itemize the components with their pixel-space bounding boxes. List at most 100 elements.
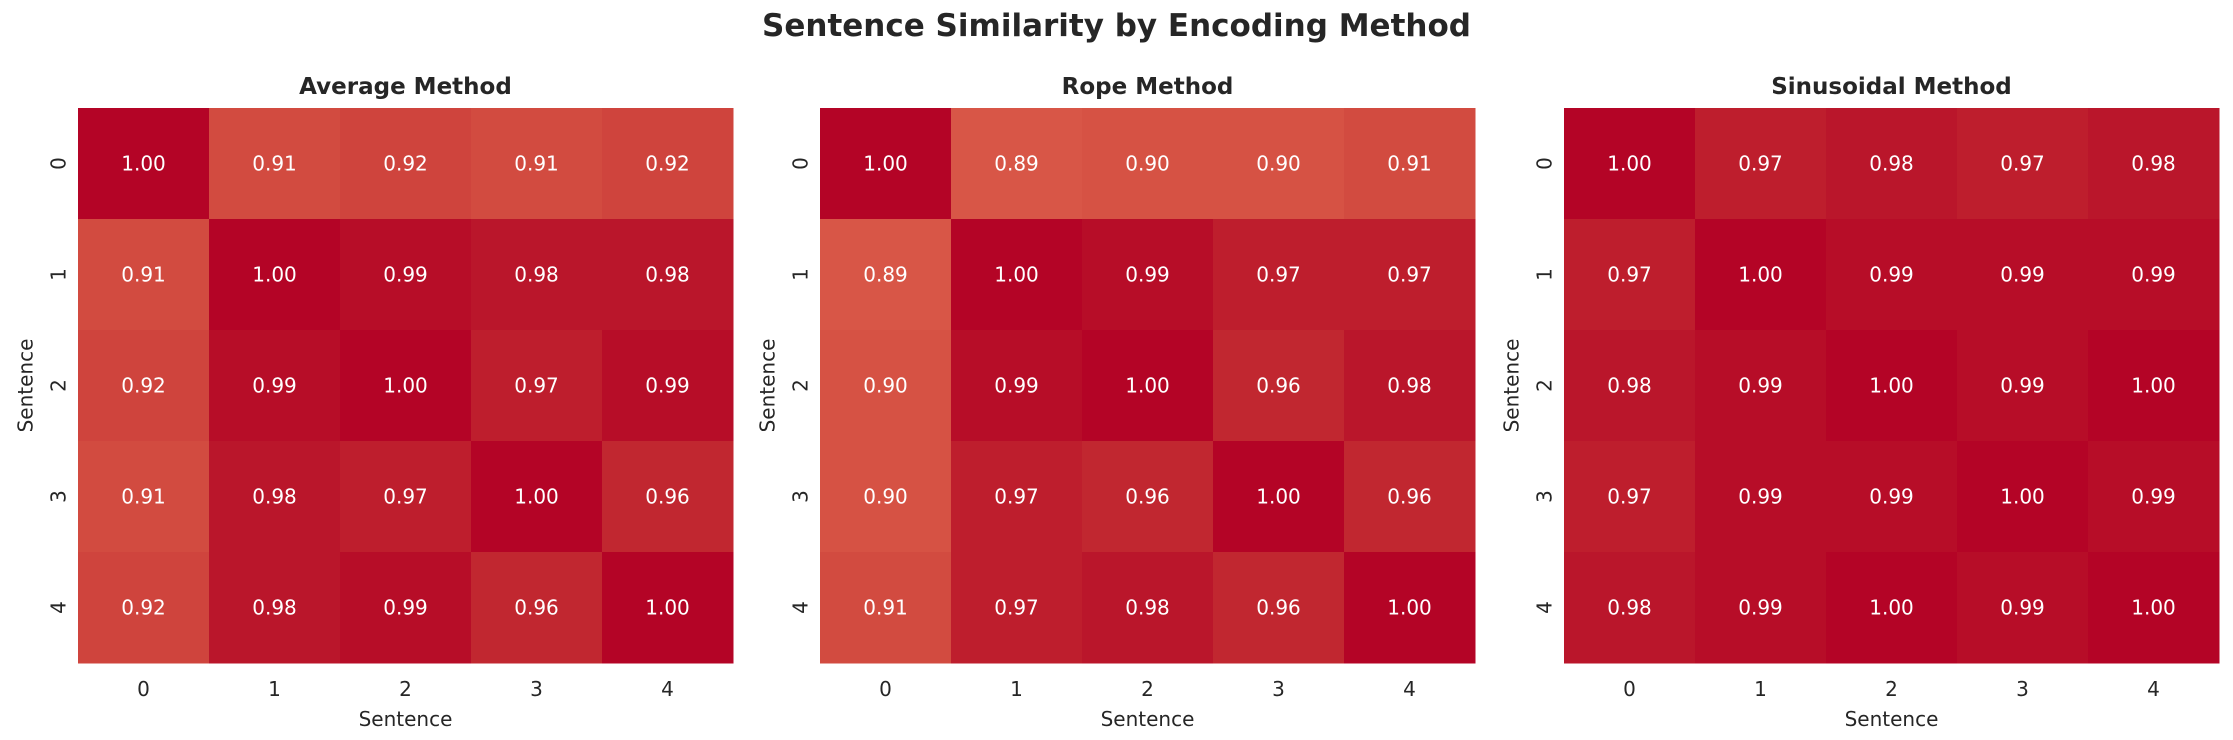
- heatmap-cell: [340, 330, 472, 442]
- heatmap-cell: [1564, 108, 1696, 220]
- x-tick-label: 0: [1623, 677, 1636, 701]
- heatmap-cell: [1213, 108, 1345, 220]
- cell-annotation: 1.00: [383, 374, 428, 398]
- x-tick-label: 1: [1754, 677, 1767, 701]
- heatmap-cell: [2088, 552, 2220, 664]
- cell-annotation: 0.96: [514, 596, 559, 620]
- cell-annotation: 0.99: [2000, 596, 2045, 620]
- heatmap-cell: [340, 441, 472, 553]
- y-tick-label: 1: [1533, 268, 1557, 281]
- heatmap-cell: [1695, 108, 1827, 220]
- heatmap-cell: [1564, 330, 1696, 442]
- x-tick-label: 1: [268, 677, 281, 701]
- heatmap-cell: [471, 108, 603, 220]
- heatmap-cell: [78, 330, 210, 442]
- cell-annotation: 0.96: [1256, 596, 1301, 620]
- cell-annotation: 0.98: [2131, 152, 2176, 176]
- x-tick-label: 2: [1885, 677, 1898, 701]
- cell-annotation: 0.99: [1869, 485, 1914, 509]
- cell-annotation: 0.96: [645, 485, 690, 509]
- cell-annotation: 0.99: [1738, 485, 1783, 509]
- cell-annotation: 1.00: [994, 263, 1039, 287]
- heatmap-cell: [209, 108, 341, 220]
- y-axis-label: Sentence: [1500, 339, 1524, 433]
- heatmap-cell: [471, 441, 603, 553]
- cell-annotation: 0.92: [383, 152, 428, 176]
- heatmap-cell: [1082, 219, 1214, 331]
- x-tick-label: 3: [2016, 677, 2029, 701]
- heatmap-cell: [1564, 219, 1696, 331]
- cell-annotation: 0.91: [121, 485, 166, 509]
- heatmap-cell: [820, 330, 952, 442]
- heatmap-cell: [1957, 330, 2089, 442]
- heatmap-cell: [1957, 108, 2089, 220]
- heatmap-cell: [1082, 108, 1214, 220]
- x-tick-label: 2: [1141, 677, 1154, 701]
- cell-annotation: 0.97: [994, 485, 1039, 509]
- x-tick-label: 3: [530, 677, 543, 701]
- x-axis-label: Sentence: [1101, 707, 1195, 731]
- heatmap-cell: [1082, 441, 1214, 553]
- x-tick-label: 3: [1272, 677, 1285, 701]
- cell-annotation: 0.98: [514, 263, 559, 287]
- y-tick-label: 0: [1533, 157, 1557, 170]
- heatmap-cell: [602, 108, 734, 220]
- cell-annotation: 0.98: [1607, 374, 1652, 398]
- cell-annotation: 0.99: [645, 374, 690, 398]
- panel-title: Rope Method: [1062, 74, 1234, 100]
- cell-annotation: 0.90: [1256, 152, 1301, 176]
- y-tick-label: 3: [789, 490, 813, 503]
- cell-annotation: 0.99: [2000, 263, 2045, 287]
- cell-annotation: 1.00: [1125, 374, 1170, 398]
- cell-annotation: 0.97: [994, 596, 1039, 620]
- heatmap-cell: [602, 552, 734, 664]
- cell-annotation: 0.90: [863, 485, 908, 509]
- heatmap-cell: [1695, 441, 1827, 553]
- cell-annotation: 0.99: [1738, 374, 1783, 398]
- heatmap-cell: [78, 552, 210, 664]
- heatmap-cell: [1344, 219, 1476, 331]
- heatmap-cell: [1082, 330, 1214, 442]
- heatmap-cell: [209, 330, 341, 442]
- x-axis-label: Sentence: [1845, 707, 1939, 731]
- cell-annotation: 0.89: [994, 152, 1039, 176]
- cell-annotation: 1.00: [1869, 596, 1914, 620]
- heatmap-cell: [1826, 441, 1958, 553]
- cell-annotation: 0.99: [994, 374, 1039, 398]
- cell-annotation: 1.00: [1607, 152, 1652, 176]
- heatmap-cell: [340, 552, 472, 664]
- cell-annotation: 0.90: [1125, 152, 1170, 176]
- cell-annotation: 0.97: [1607, 263, 1652, 287]
- cell-annotation: 0.91: [514, 152, 559, 176]
- cell-annotation: 0.91: [863, 596, 908, 620]
- heatmap-cell: [2088, 330, 2220, 442]
- heatmap-cell: [1826, 330, 1958, 442]
- heatmap-cell: [1826, 219, 1958, 331]
- cell-annotation: 1.00: [863, 152, 908, 176]
- heatmap-cell: [1213, 441, 1345, 553]
- heatmap-cell: [820, 219, 952, 331]
- cell-annotation: 0.90: [863, 374, 908, 398]
- x-tick-label: 4: [661, 677, 674, 701]
- cell-annotation: 0.96: [1256, 374, 1301, 398]
- cell-annotation: 0.97: [514, 374, 559, 398]
- heatmap-cell: [1344, 330, 1476, 442]
- cell-annotation: 0.96: [1387, 485, 1432, 509]
- y-tick-label: 2: [1533, 379, 1557, 392]
- heatmap-cell: [2088, 441, 2220, 553]
- cell-annotation: 0.98: [1607, 596, 1652, 620]
- heatmap-cell: [820, 108, 952, 220]
- y-tick-label: 4: [1533, 601, 1557, 614]
- cell-annotation: 1.00: [645, 596, 690, 620]
- cell-annotation: 0.89: [863, 263, 908, 287]
- heatmap-cell: [1957, 441, 2089, 553]
- y-tick-label: 1: [789, 268, 813, 281]
- cell-annotation: 1.00: [514, 485, 559, 509]
- heatmap-cell: [951, 330, 1083, 442]
- heatmap-cell: [1213, 219, 1345, 331]
- heatmap-cell: [1957, 552, 2089, 664]
- heatmap-cell: [602, 219, 734, 331]
- heatmap-cell: [78, 219, 210, 331]
- figure-title: Sentence Similarity by Encoding Method: [762, 8, 1471, 44]
